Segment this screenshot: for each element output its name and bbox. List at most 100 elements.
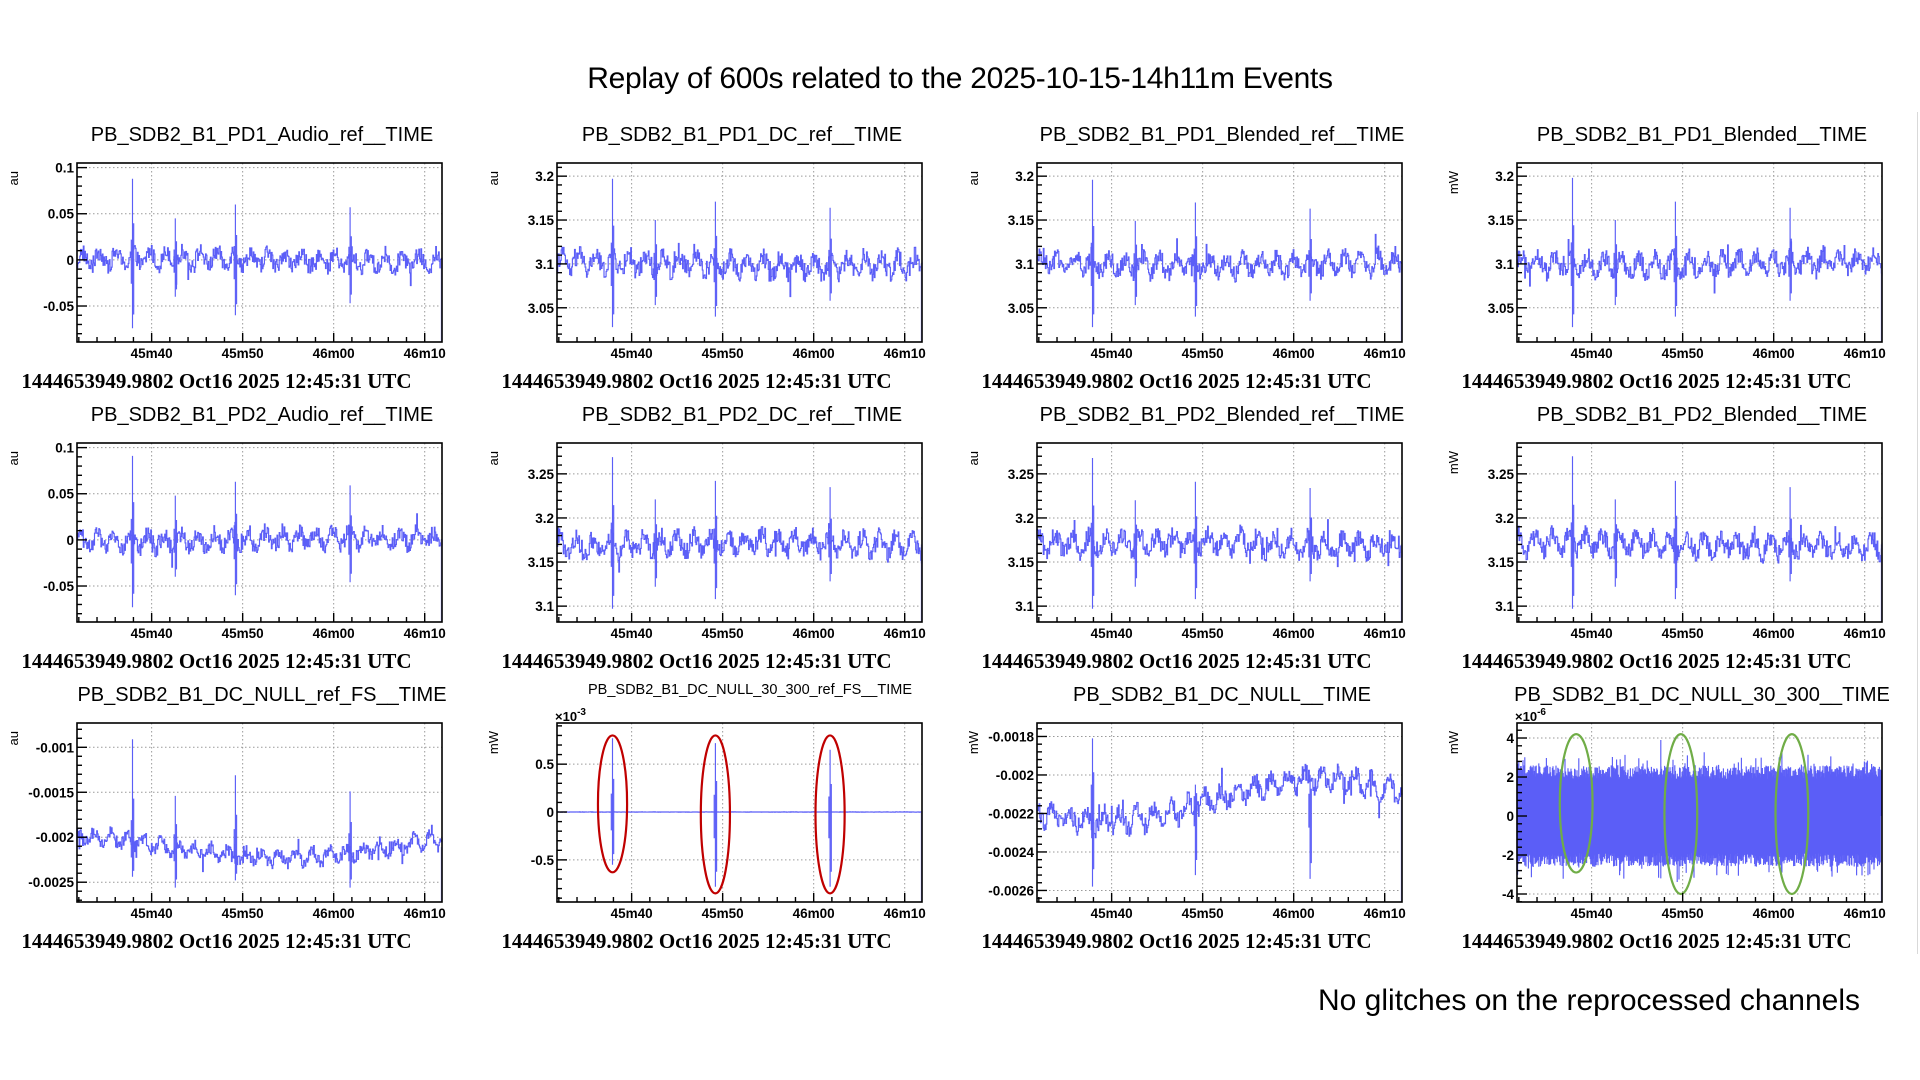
timestamp-label: 1444653949.9802 Oct16 2025 12:45:31 UTC	[1461, 929, 1851, 953]
chart-panel: PB_SDB2_B1_DC_NULL_ref_FS__TIME au 45m40 45…	[0, 670, 480, 953]
x-tick-label: 46m00	[793, 346, 835, 361]
y-tick-label: 3.2	[1015, 169, 1034, 184]
glitch-highlight-ellipse	[814, 734, 846, 895]
x-tick-label: 46m10	[1364, 346, 1406, 361]
y-tick-label: -4	[1502, 887, 1514, 902]
y-tick-label: 3.1	[1495, 257, 1514, 272]
x-tick-label: 45m40	[131, 346, 173, 361]
x-tick-label: 45m50	[1662, 626, 1704, 641]
y-tick-label: 3.15	[528, 213, 555, 228]
x-tick-label: 46m00	[1753, 906, 1795, 921]
y-tick-label: 3.15	[528, 555, 555, 570]
x-tick-label: 46m00	[1273, 626, 1315, 641]
y-axis-label: au	[6, 451, 21, 465]
x-tick-label: 45m50	[222, 906, 264, 921]
chart-title: PB_SDB2_B1_DC_NULL_30_300__TIME	[1514, 684, 1890, 706]
y-tick-label: 0	[66, 533, 74, 548]
y-tick-label: 3.2	[1495, 169, 1514, 184]
y-tick-label: 3.2	[535, 511, 554, 526]
y-axis-label: mW	[1446, 170, 1461, 194]
plot-frame	[1036, 442, 1403, 623]
plot-frame	[76, 722, 443, 903]
y-axis-label: au	[486, 171, 501, 185]
y-tick-label: -0.05	[43, 579, 74, 594]
signal-trace	[1036, 458, 1403, 609]
x-tick-label: 46m10	[884, 626, 926, 641]
signal-trace	[1516, 740, 1883, 882]
y-tick-label: -0.0026	[988, 883, 1034, 898]
y-tick-label: 3.2	[1495, 511, 1514, 526]
y-tick-label: 3.1	[1495, 599, 1514, 614]
x-tick-label: 46m10	[1364, 906, 1406, 921]
chart-panel: PB_SDB2_B1_PD2_DC_ref__TIME au 45m40 45m50 4…	[480, 390, 960, 673]
plot-frame	[1516, 442, 1883, 623]
chart-title: PB_SDB2_B1_PD1_Blended__TIME	[1537, 124, 1867, 146]
x-tick-label: 45m40	[1571, 346, 1613, 361]
x-tick-label: 45m50	[1182, 906, 1224, 921]
x-tick-label: 45m40	[611, 626, 653, 641]
x-tick-label: 45m40	[1091, 346, 1133, 361]
chart-title: PB_SDB2_B1_PD2_Blended__TIME	[1537, 404, 1867, 426]
plot-frame	[556, 442, 923, 623]
x-tick-label: 45m40	[131, 906, 173, 921]
y-tick-label: 0.05	[48, 487, 75, 502]
x-tick-label: 46m00	[1273, 346, 1315, 361]
plot-frame	[1516, 162, 1883, 343]
y-tick-label: 3.25	[528, 467, 555, 482]
x-tick-label: 45m50	[222, 626, 264, 641]
plot-frame	[556, 162, 923, 343]
chart-panel: PB_SDB2_B1_PD1_Blended_ref__TIME au 45m40 4…	[960, 110, 1440, 393]
timestamp-label: 1444653949.9802 Oct16 2025 12:45:31 UTC	[21, 929, 411, 953]
x-tick-label: 45m50	[1662, 906, 1704, 921]
main-title: Replay of 600s related to the 2025-10-15…	[587, 62, 1333, 95]
y-tick-label: 4	[1506, 731, 1514, 746]
page-edge-line	[1917, 112, 1918, 954]
x-tick-label: 45m50	[702, 626, 744, 641]
chart-title: PB_SDB2_B1_PD2_DC_ref__TIME	[582, 404, 902, 426]
y-tick-label: 3.05	[1488, 301, 1515, 316]
plot-frame	[1036, 722, 1403, 903]
plot-frame	[1516, 722, 1883, 903]
y-tick-label: 0.5	[535, 757, 554, 772]
x-tick-label: 46m00	[313, 906, 355, 921]
y-tick-label: 3.15	[1008, 213, 1035, 228]
y-tick-label: 3.1	[1015, 257, 1034, 272]
chart-title: PB_SDB2_B1_DC_NULL_30_300_ref_FS__TIME	[588, 682, 912, 698]
axis-multiplier: ×10-6	[1515, 707, 1546, 724]
axis-multiplier-exponent: -3	[577, 707, 586, 718]
chart-title: PB_SDB2_B1_PD2_Blended_ref__TIME	[1040, 404, 1405, 426]
x-tick-label: 46m00	[313, 346, 355, 361]
signal-trace	[1516, 456, 1883, 609]
chart-title: PB_SDB2_B1_DC_NULL__TIME	[1073, 684, 1371, 706]
x-tick-label: 46m00	[1273, 906, 1315, 921]
y-tick-label: 3.1	[535, 599, 554, 614]
x-tick-label: 46m00	[1753, 626, 1795, 641]
glitch-highlight-ellipse	[596, 734, 629, 874]
signal-trace	[557, 738, 923, 887]
chart-title: PB_SDB2_B1_PD1_DC_ref__TIME	[582, 124, 902, 146]
signal-trace	[76, 455, 443, 608]
x-tick-label: 45m40	[611, 906, 653, 921]
timestamp-label: 1444653949.9802 Oct16 2025 12:45:31 UTC	[21, 369, 411, 393]
y-tick-label: 3.15	[1488, 555, 1515, 570]
x-tick-label: 45m50	[1662, 346, 1704, 361]
y-tick-label: 3.2	[1015, 511, 1034, 526]
x-tick-label: 45m40	[1091, 626, 1133, 641]
signal-trace	[1036, 179, 1403, 328]
chart-title: PB_SDB2_B1_PD1_Audio_ref__TIME	[91, 124, 433, 146]
glitch-highlight-ellipse	[1558, 733, 1594, 874]
chart-svg: PB_SDB2_B1_DC_NULL_30_300_ref_FS__TIME mW…	[486, 682, 926, 953]
y-tick-label: -0.0025	[28, 875, 74, 890]
y-tick-label: -0.002	[996, 768, 1034, 783]
chart-title: PB_SDB2_B1_DC_NULL_ref_FS__TIME	[77, 684, 446, 706]
x-tick-label: 46m00	[793, 626, 835, 641]
timestamp-label: 1444653949.9802 Oct16 2025 12:45:31 UTC	[21, 649, 411, 673]
timestamp-label: 1444653949.9802 Oct16 2025 12:45:31 UTC	[501, 929, 891, 953]
y-tick-label: -0.5	[531, 853, 555, 868]
chart-panel: PB_SDB2_B1_DC_NULL__TIME mW 45m40 45m50 46m0…	[960, 670, 1440, 953]
x-tick-label: 45m40	[1571, 906, 1613, 921]
y-tick-label: 3.15	[1488, 213, 1515, 228]
